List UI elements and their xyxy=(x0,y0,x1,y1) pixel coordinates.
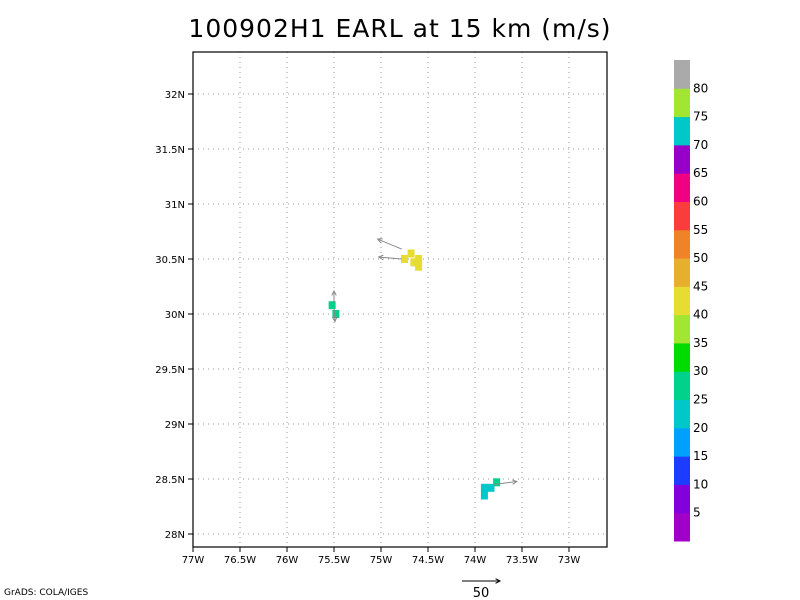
reference-vector-arrow xyxy=(462,578,502,584)
colorbar-segment xyxy=(674,512,690,542)
y-tick-label: 29.5N xyxy=(155,365,185,376)
colorbar-label: 40 xyxy=(693,308,708,322)
colorbar-label: 10 xyxy=(693,477,708,491)
colorbar-label: 50 xyxy=(693,251,708,265)
wind-speed-cell xyxy=(328,301,336,310)
colorbar-label: 45 xyxy=(693,279,708,293)
colorbar-segment xyxy=(674,427,690,457)
colorbar: 5 10 15 20 25 30 35 40 45 50 55 60 65 70 75 80 xyxy=(674,60,708,542)
wind-speed-cells xyxy=(328,249,501,500)
wind-vectors xyxy=(331,238,518,485)
wind-speed-cell xyxy=(415,255,423,263)
chart-title: 100902H1 EARL at 15 km (m/s) xyxy=(188,14,612,43)
x-axis-ticks: 77W 76.5W 76W 75.5W 75W 74.5W 74W 73.5W 73W xyxy=(182,547,581,566)
colorbar-label: 15 xyxy=(693,449,708,463)
colorbar-label: 20 xyxy=(693,421,708,435)
wind-speed-cell xyxy=(401,255,408,263)
colorbar-label: 65 xyxy=(693,166,708,180)
y-tick-label: 29N xyxy=(165,420,185,431)
colorbar-label: 70 xyxy=(693,138,708,152)
colorbar-label: 55 xyxy=(693,223,708,237)
wind-speed-cell xyxy=(493,478,501,487)
colorbar-segment xyxy=(674,314,690,344)
colorbar-segment xyxy=(674,456,690,485)
x-tick-label: 76W xyxy=(276,555,299,566)
x-tick-label: 77W xyxy=(182,555,205,566)
x-tick-label: 75W xyxy=(370,555,393,566)
colorbar-segment xyxy=(674,258,690,287)
x-tick-label: 76.5W xyxy=(224,555,256,566)
wind-speed-cell xyxy=(410,258,418,267)
colorbar-label: 80 xyxy=(693,81,708,95)
wind-speed-cell xyxy=(415,262,423,271)
x-tick-label: 73W xyxy=(558,555,581,566)
wind-vector xyxy=(376,238,402,250)
colorbar-label: 30 xyxy=(693,364,708,378)
wind-speed-cell xyxy=(332,310,340,318)
colorbar-label: 5 xyxy=(693,506,701,520)
colorbar-label: 25 xyxy=(693,393,708,407)
y-tick-label: 28N xyxy=(165,530,185,541)
colorbar-segment xyxy=(674,116,690,146)
x-tick-label: 73.5W xyxy=(506,555,538,566)
reference-vector-label: 50 xyxy=(473,586,490,600)
y-tick-label: 31N xyxy=(165,200,185,211)
colorbar-segment xyxy=(674,371,690,401)
colorbar-segment xyxy=(674,173,690,202)
colorbar-segment xyxy=(674,201,690,231)
x-tick-label: 74.5W xyxy=(412,555,444,566)
colorbar-segment xyxy=(674,144,690,174)
wind-vector xyxy=(331,289,337,303)
wind-vector xyxy=(331,308,338,323)
colorbar-segment xyxy=(674,399,690,429)
y-tick-label: 32N xyxy=(165,90,185,101)
wind-vector xyxy=(377,254,402,261)
colorbar-segment xyxy=(674,229,690,259)
colorbar-segment xyxy=(674,484,690,514)
credit-text: GrADS: COLA/IGES xyxy=(4,588,89,598)
x-tick-label: 75.5W xyxy=(318,555,350,566)
y-tick-label: 30N xyxy=(165,310,185,321)
y-axis-ticks: 28N 28.5N 29N 29.5N 30N 30.5N 31N 31.5N 32N xyxy=(155,90,193,541)
y-tick-label: 28.5N xyxy=(155,475,185,486)
reference-vector: 50 xyxy=(462,578,502,600)
wind-speed-cell xyxy=(487,483,495,492)
wind-speed-cell xyxy=(480,491,488,500)
wind-speed-cell xyxy=(480,483,488,492)
y-tick-label: 31.5N xyxy=(155,145,185,156)
y-tick-label: 30.5N xyxy=(155,255,185,266)
wind-vector xyxy=(493,479,518,485)
plot-frame xyxy=(192,51,608,548)
colorbar-label: 35 xyxy=(693,336,708,350)
colorbar-segment xyxy=(674,60,690,89)
grid-lines xyxy=(193,52,607,547)
wind-speed-cell xyxy=(407,249,415,258)
colorbar-label: 60 xyxy=(693,194,708,208)
colorbar-segment xyxy=(674,342,690,372)
colorbar-segment xyxy=(674,286,690,316)
x-tick-label: 74W xyxy=(464,555,487,566)
colorbar-segment xyxy=(674,88,690,118)
colorbar-label: 75 xyxy=(693,110,708,124)
